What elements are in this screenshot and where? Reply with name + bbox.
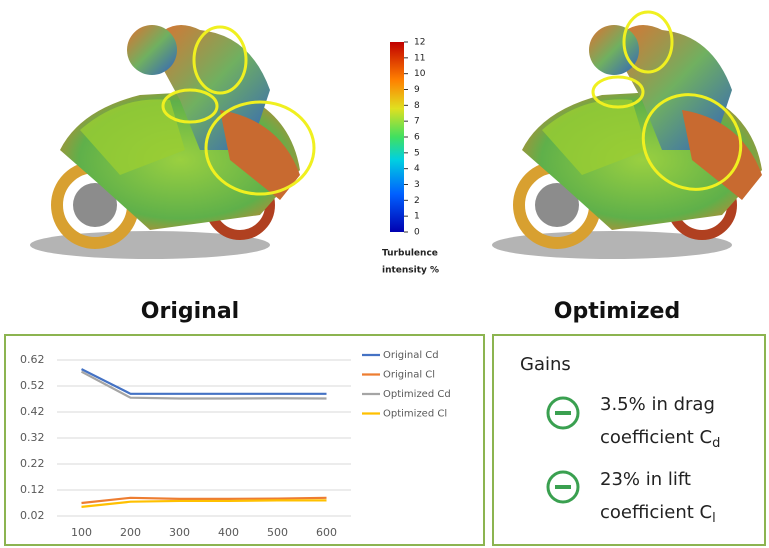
slide: Turbulence intensity % Original Optimize…: [0, 0, 769, 548]
colorbar-label: Turbulence: [382, 249, 438, 259]
x-tick-label: 100: [71, 526, 92, 539]
x-tick-label: 400: [218, 526, 239, 539]
legend-label: Original Cl: [383, 370, 435, 381]
original-model: [30, 25, 300, 259]
y-tick-label: 0.32: [20, 431, 45, 444]
y-tick-label: 0.52: [20, 379, 45, 392]
colorbar-tick-label: 4: [414, 164, 420, 174]
gain-text: coefficient C: [600, 502, 712, 523]
y-tick-label: 0.12: [20, 483, 45, 496]
legend-label: Optimized Cd: [383, 389, 451, 400]
y-tick-label: 0.22: [20, 457, 45, 470]
y-tick-label: 0.62: [20, 353, 45, 366]
colorbar-tick-label: 1: [414, 212, 420, 222]
gain-subscript: d: [712, 436, 720, 451]
colorbar-tick-label: 3: [414, 180, 420, 190]
gain-subscript: l: [712, 511, 716, 526]
y-tick-label: 0.42: [20, 405, 45, 418]
x-tick-label: 200: [120, 526, 141, 539]
colorbar-tick-label: 5: [414, 148, 420, 158]
colorbar-tick-label: 11: [414, 53, 425, 63]
x-tick-label: 300: [169, 526, 190, 539]
panel-label: Optimized: [554, 299, 680, 324]
gain-text: coefficient Cl: [600, 502, 716, 526]
colorbar-tick-label: 7: [414, 117, 420, 127]
y-tick-label: 0.02: [20, 509, 45, 522]
chart-frame: [5, 335, 484, 545]
colorbar: [390, 42, 404, 232]
gain-text: 3.5% in drag: [600, 394, 715, 415]
panel-label: Original: [141, 299, 239, 324]
colorbar-tick-label: 2: [414, 196, 420, 206]
colorbar-tick-label: 9: [414, 85, 420, 95]
gain-text: coefficient Cd: [600, 427, 720, 451]
legend-label: Optimized Cl: [383, 409, 447, 420]
legend-label: Original Cd: [383, 350, 439, 361]
colorbar-label: intensity %: [382, 266, 439, 276]
x-tick-label: 600: [316, 526, 337, 539]
gains-title: Gains: [520, 354, 571, 375]
colorbar-tick-label: 10: [414, 69, 426, 79]
colorbar-tick-label: 6: [414, 133, 420, 143]
gain-text: coefficient C: [600, 427, 712, 448]
colorbar-tick-label: 0: [414, 228, 420, 238]
gain-text: 23% in lift: [600, 469, 691, 490]
colorbar-tick-label: 8: [414, 101, 420, 111]
x-tick-label: 500: [267, 526, 288, 539]
colorbar-tick-label: 12: [414, 38, 425, 48]
optimized-model: [492, 25, 762, 259]
